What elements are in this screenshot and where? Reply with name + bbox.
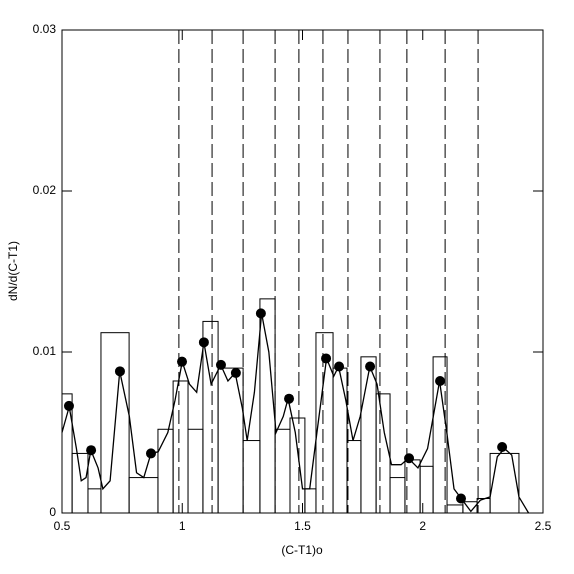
y-tick-label: 0.01 [33,344,57,358]
y-tick-label: 0.02 [33,183,57,197]
data-point [215,359,226,370]
x-axis-label: (C-T1)o [281,543,323,557]
histogram-bar [419,465,434,514]
data-point [497,441,508,452]
data-point [63,400,74,411]
data-point [255,308,266,319]
histogram-bar [259,298,276,514]
data-point [404,453,415,464]
histogram-bar [87,488,102,514]
histogram-bar [332,367,348,514]
histogram-bar [446,504,464,514]
x-tick-label: 0.5 [54,519,71,533]
y-axis-label: dN/d(C-T1) [6,241,20,301]
histogram-bar [360,356,377,514]
x-tick-label: 2 [419,519,426,533]
histogram-bar [157,428,174,514]
plot-frame [61,29,544,514]
x-tick-label: 1 [179,519,186,533]
histogram-bar [304,488,317,514]
x-tick-label: 2.5 [535,519,552,533]
histogram-bar [489,452,520,514]
data-point [114,366,125,377]
data-point [198,337,209,348]
data-point [321,353,332,364]
histogram-bar [389,477,406,514]
histogram-bar [274,428,291,514]
data-point [334,361,345,372]
histogram-bar [187,428,204,514]
histogram-bar [346,440,362,514]
y-tick-label: 0.03 [33,22,57,36]
x-tick-label: 1.5 [294,519,311,533]
histogram-bar [375,393,391,514]
density-curve [61,313,530,514]
histogram-bar [100,332,130,514]
y-tick-label: 0 [49,505,56,519]
histogram-bar [128,477,159,514]
data-point [284,393,295,404]
data-point [435,375,446,386]
histogram-bar [289,417,306,514]
data-point [86,445,97,456]
histogram-bar [242,440,261,514]
data-point [177,356,188,367]
data-point [145,448,156,459]
histogram-bar [217,367,244,514]
data-point [455,493,466,504]
data-point [365,361,376,372]
histogram-bar [476,498,491,514]
histogram-bar [71,452,89,514]
data-point [230,367,241,378]
